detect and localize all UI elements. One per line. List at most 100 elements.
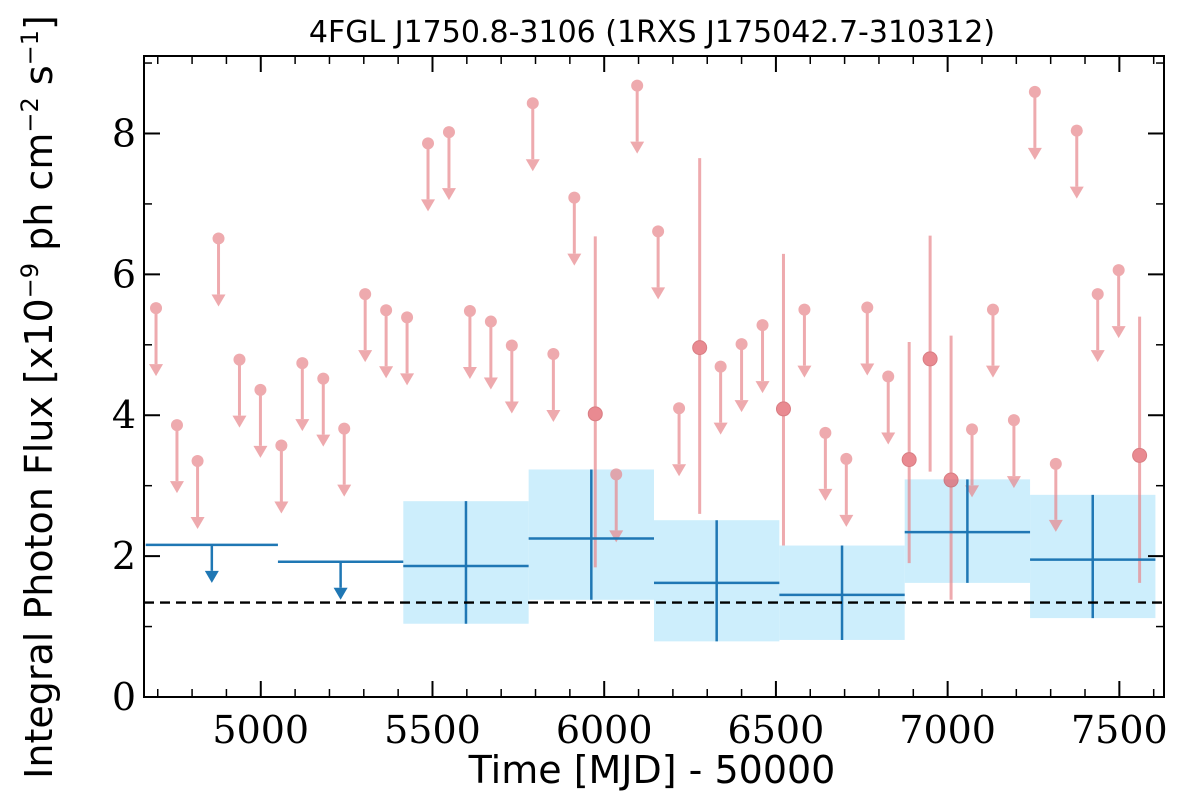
- upper-limit-marker: [463, 304, 476, 317]
- short-bin-upper-limit: [881, 370, 896, 445]
- short-bin-upper-limit: [149, 302, 164, 377]
- short-bin-upper-limit: [169, 419, 184, 494]
- upper-limit-marker: [338, 422, 351, 435]
- upper-limit-arrowhead: [1027, 147, 1042, 160]
- chart-title: 4FGL J1750.8-3106 (1RXS J175042.7-310312…: [309, 15, 995, 50]
- short-bin-upper-limit: [567, 191, 582, 266]
- long-bin-detection: [904, 479, 1031, 583]
- short-bin-upper-limit: [462, 304, 477, 379]
- upper-limit-marker: [191, 455, 204, 468]
- short-bin-upper-limit: [1006, 414, 1021, 489]
- upper-limit-marker: [526, 97, 539, 110]
- short-bin-upper-limit: [672, 402, 687, 477]
- x-tick-label: 5000: [212, 708, 309, 752]
- upper-limit-arrowhead: [985, 365, 1000, 378]
- short-bin-upper-limit: [400, 311, 415, 386]
- upper-limit-marker: [254, 383, 267, 396]
- short-bin-upper-limit: [609, 468, 624, 543]
- upper-limit-marker: [1112, 264, 1125, 277]
- short-bin-upper-limit: [818, 426, 833, 501]
- short-bin-upper-limit: [1048, 457, 1063, 532]
- short-bin-upper-limit: [316, 372, 331, 447]
- upper-limit-marker: [212, 232, 225, 245]
- upper-limit-marker: [1007, 414, 1020, 427]
- upper-limit-marker: [317, 372, 330, 385]
- long-bin-detection: [1030, 494, 1156, 619]
- upper-limit-arrowhead: [860, 363, 875, 376]
- short-bin-upper-limit: [839, 452, 854, 527]
- long-bin-points: [145, 469, 1156, 642]
- upper-limit-arrowhead: [839, 514, 854, 527]
- short-bin-upper-limit: [546, 347, 561, 422]
- upper-limit-arrowhead: [333, 587, 348, 600]
- upper-limit-arrowhead: [190, 517, 205, 530]
- upper-limit-marker: [819, 426, 832, 439]
- upper-limit-marker: [296, 357, 309, 370]
- short-bin-upper-limit: [797, 303, 812, 378]
- x-tick-label: 7500: [1071, 708, 1168, 752]
- upper-limit-arrowhead: [149, 364, 164, 377]
- upper-limit-arrowhead: [1090, 350, 1105, 363]
- upper-limit-marker: [170, 419, 183, 432]
- upper-limit-marker: [840, 452, 853, 465]
- detection-marker: [692, 340, 708, 356]
- upper-limit-arrowhead: [734, 400, 749, 413]
- upper-limit-arrowhead: [358, 350, 373, 363]
- short-bin-detection: [901, 341, 917, 564]
- short-bin-upper-limit: [211, 232, 226, 307]
- short-bin-upper-limit: [1111, 264, 1126, 339]
- short-bin-upper-limit: [232, 353, 247, 428]
- short-bin-upper-limit: [504, 339, 519, 414]
- axis-ticks: 5000 5500 6000 6500 7000 7500 0 2 4 6 8: [112, 56, 1168, 752]
- short-bin-upper-limit: [358, 288, 373, 363]
- upper-limit-marker: [861, 301, 874, 314]
- upper-limit-marker: [442, 126, 455, 139]
- short-bin-upper-limit: [483, 315, 498, 390]
- upper-limit-marker: [1070, 124, 1083, 137]
- long-bin-upper-limit: [145, 543, 278, 583]
- upper-limit-marker: [882, 370, 895, 383]
- upper-limit-marker: [505, 339, 518, 352]
- y-label-exp3: −1: [16, 30, 44, 65]
- upper-limit-marker: [275, 439, 288, 452]
- short-bin-upper-limit: [630, 79, 645, 154]
- detection-marker: [775, 401, 791, 417]
- upper-limit-arrowhead: [232, 415, 247, 428]
- short-bin-upper-limit: [1069, 124, 1084, 199]
- short-bin-upper-limit: [274, 439, 289, 514]
- upper-limit-marker: [547, 347, 560, 360]
- short-bin-upper-limit: [713, 360, 728, 435]
- short-bin-detection: [587, 236, 603, 568]
- upper-limit-arrowhead: [253, 445, 268, 458]
- short-bin-upper-limit: [253, 383, 268, 458]
- upper-limit-marker: [1049, 457, 1062, 470]
- long-bin-detection: [654, 520, 780, 642]
- upper-limit-marker: [568, 191, 581, 204]
- upper-limit-arrowhead: [672, 464, 687, 477]
- y-tick-label: 4: [112, 393, 136, 437]
- upper-limit-arrowhead: [546, 409, 561, 422]
- upper-limit-marker: [359, 288, 372, 301]
- upper-limit-arrowhead: [1006, 476, 1021, 489]
- upper-limit-marker: [233, 353, 246, 366]
- upper-limit-marker: [631, 79, 644, 92]
- long-bin-upper-limit: [277, 560, 404, 600]
- upper-limit-arrowhead: [274, 501, 289, 514]
- upper-limit-marker: [422, 137, 435, 150]
- upper-limit-arrowhead: [421, 199, 436, 212]
- y-label-end: ]: [17, 15, 61, 30]
- upper-limit-arrowhead: [483, 377, 498, 390]
- y-label-exp1: −9: [16, 263, 44, 298]
- x-tick-label: 5500: [384, 708, 481, 752]
- short-bin-upper-limit: [337, 422, 352, 497]
- upper-limit-marker: [652, 225, 665, 238]
- short-bin-detection: [692, 158, 708, 514]
- upper-limit-arrowhead: [713, 422, 728, 435]
- upper-limit-marker: [673, 402, 686, 415]
- upper-limit-arrowhead: [755, 381, 770, 394]
- upper-limit-marker: [798, 303, 811, 316]
- long-bin-detection: [779, 545, 905, 640]
- upper-limit-marker: [1028, 85, 1041, 98]
- x-tick-label: 6000: [556, 708, 653, 752]
